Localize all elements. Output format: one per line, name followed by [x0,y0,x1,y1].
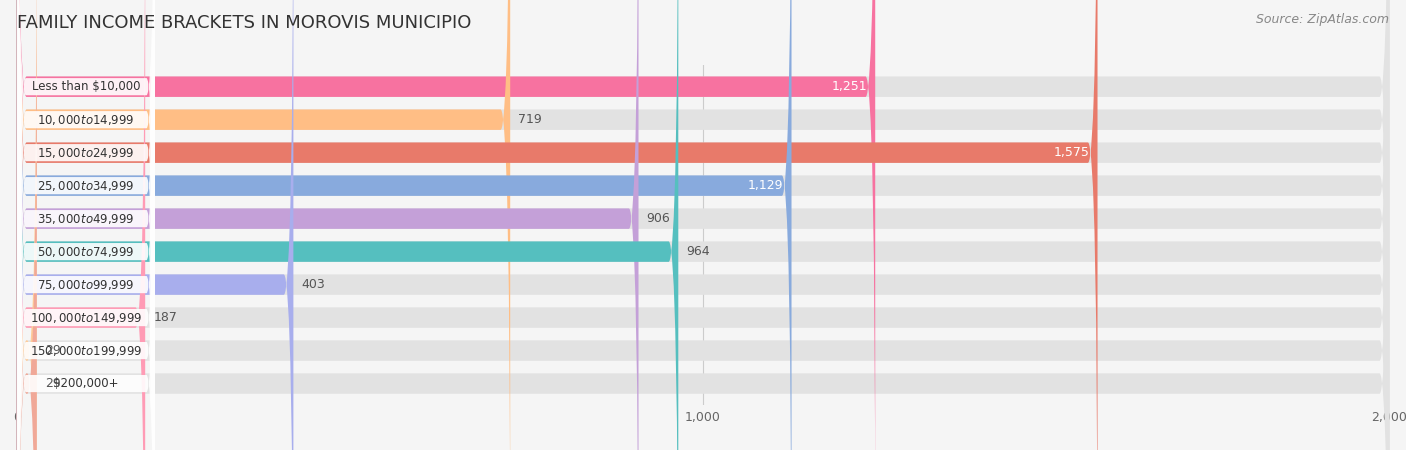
Text: 29: 29 [45,344,60,357]
FancyBboxPatch shape [17,0,678,450]
FancyBboxPatch shape [17,0,155,450]
FancyBboxPatch shape [17,0,37,450]
FancyBboxPatch shape [17,0,1389,450]
Text: $150,000 to $199,999: $150,000 to $199,999 [30,343,142,358]
FancyBboxPatch shape [17,0,1389,450]
FancyBboxPatch shape [17,0,155,450]
Text: 1,129: 1,129 [748,179,783,192]
Text: 29: 29 [45,377,60,390]
Text: 187: 187 [153,311,177,324]
FancyBboxPatch shape [17,0,1389,450]
Text: 1,575: 1,575 [1053,146,1090,159]
Text: 964: 964 [686,245,710,258]
FancyBboxPatch shape [17,0,155,450]
Text: $35,000 to $49,999: $35,000 to $49,999 [38,212,135,225]
FancyBboxPatch shape [17,0,1389,450]
FancyBboxPatch shape [17,0,155,450]
FancyBboxPatch shape [17,0,792,450]
Text: 719: 719 [519,113,543,126]
FancyBboxPatch shape [17,0,510,450]
Text: $25,000 to $34,999: $25,000 to $34,999 [38,179,135,193]
FancyBboxPatch shape [17,0,875,450]
FancyBboxPatch shape [17,0,145,450]
Text: $50,000 to $74,999: $50,000 to $74,999 [38,245,135,259]
Text: $10,000 to $14,999: $10,000 to $14,999 [38,112,135,127]
Text: Less than $10,000: Less than $10,000 [32,80,141,93]
Text: FAMILY INCOME BRACKETS IN MOROVIS MUNICIPIO: FAMILY INCOME BRACKETS IN MOROVIS MUNICI… [17,14,471,32]
Text: 1,251: 1,251 [831,80,868,93]
FancyBboxPatch shape [17,0,294,450]
Text: 906: 906 [647,212,671,225]
FancyBboxPatch shape [17,0,155,450]
FancyBboxPatch shape [17,0,155,450]
Text: $100,000 to $149,999: $100,000 to $149,999 [30,310,142,324]
FancyBboxPatch shape [17,0,155,450]
Text: Source: ZipAtlas.com: Source: ZipAtlas.com [1256,14,1389,27]
FancyBboxPatch shape [17,0,155,450]
FancyBboxPatch shape [17,0,1098,450]
FancyBboxPatch shape [17,0,638,450]
Text: 403: 403 [302,278,325,291]
Text: $75,000 to $99,999: $75,000 to $99,999 [38,278,135,292]
FancyBboxPatch shape [17,0,1389,450]
Text: $200,000+: $200,000+ [53,377,120,390]
FancyBboxPatch shape [17,0,1389,450]
FancyBboxPatch shape [17,0,1389,450]
FancyBboxPatch shape [17,0,1389,450]
FancyBboxPatch shape [17,0,155,450]
FancyBboxPatch shape [17,0,155,450]
FancyBboxPatch shape [17,0,37,450]
FancyBboxPatch shape [17,0,1389,450]
FancyBboxPatch shape [17,0,1389,450]
Text: $15,000 to $24,999: $15,000 to $24,999 [38,146,135,160]
